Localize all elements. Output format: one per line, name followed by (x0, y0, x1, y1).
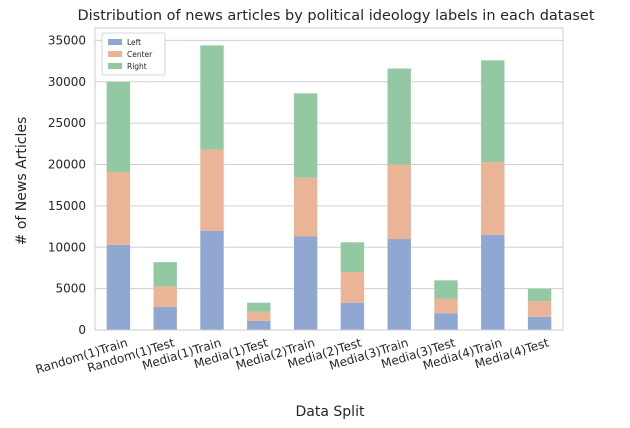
bar-center (106, 171, 131, 245)
y-axis-title: # of News Articles (14, 117, 30, 246)
bar-center (200, 149, 224, 231)
legend-label-right: Right (127, 62, 147, 71)
bar-left (200, 230, 224, 330)
bar-center (387, 164, 411, 239)
y-tick-label: 0 (78, 323, 86, 337)
bar-center (481, 162, 505, 235)
y-tick-label: 10000 (48, 240, 86, 254)
bar-left (527, 316, 552, 330)
bar-center (340, 272, 365, 303)
bar-right (200, 45, 224, 150)
y-tick-label: 15000 (48, 199, 86, 213)
bar-left (247, 320, 271, 330)
bar-left (434, 313, 458, 330)
bar-right (481, 60, 505, 163)
bar-right (247, 302, 271, 312)
bar-center (434, 298, 458, 314)
bar-right (293, 93, 318, 178)
legend: Left Center Right (101, 32, 166, 76)
bar-left (293, 236, 318, 330)
bar-center (527, 301, 552, 317)
bar-left (153, 306, 177, 330)
bar-center (247, 311, 271, 321)
y-tick-label: 25000 (48, 116, 86, 130)
legend-swatch-left (108, 39, 122, 45)
legend-swatch-right (108, 63, 122, 69)
chart-title: Distribution of news articles by politic… (77, 8, 594, 24)
plot-frame (94, 27, 564, 331)
bar-right (340, 242, 365, 273)
bar-left (106, 244, 131, 330)
bar-left (481, 234, 505, 330)
bar-right (527, 288, 552, 302)
y-tick-label: 20000 (48, 158, 86, 172)
legend-label-center: Center (127, 50, 153, 59)
legend-label-left: Left (127, 38, 141, 47)
bar-left (387, 238, 411, 330)
bar-right (434, 280, 458, 299)
bar-right (106, 81, 131, 172)
bar-center (293, 177, 318, 237)
bar-right (153, 262, 177, 287)
y-tick-label: 30000 (48, 75, 86, 89)
y-tick-label: 35000 (48, 33, 86, 47)
bar-right (387, 68, 411, 165)
x-axis-title: Data Split (296, 404, 365, 420)
bar-center (153, 286, 177, 307)
legend-swatch-center (108, 51, 122, 57)
y-tick-label: 5000 (55, 282, 86, 296)
bar-left (340, 302, 365, 330)
